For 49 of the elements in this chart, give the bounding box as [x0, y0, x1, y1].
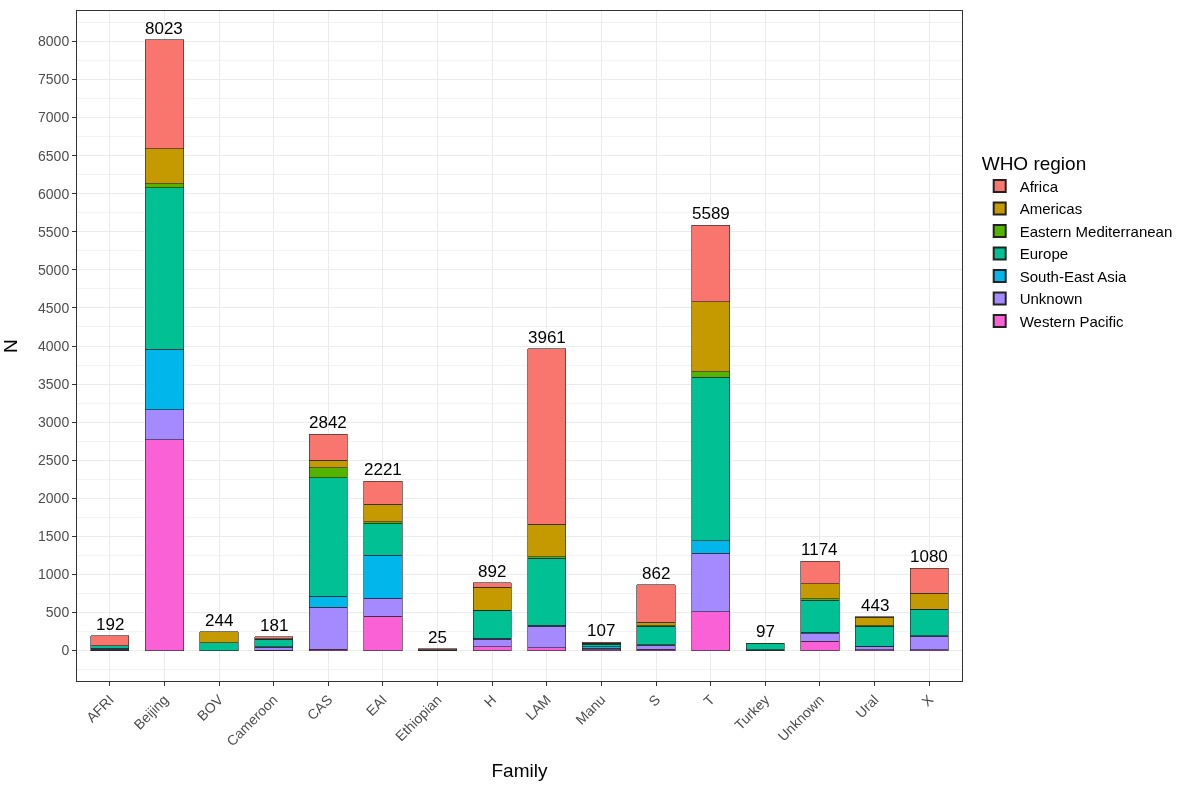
legend-label: Unknown: [1019, 290, 1083, 308]
total-label: 443: [861, 596, 890, 615]
y-tick-label: 500: [45, 604, 70, 621]
y-tick-label: 2500: [38, 452, 70, 469]
total-label: 5589: [692, 204, 730, 223]
total-label: 97: [756, 622, 775, 641]
x-tick-label: Ural: [852, 691, 882, 722]
y-tick-label: 4500: [38, 299, 70, 316]
y-tick-label: 0: [61, 642, 70, 659]
y-tick-label: 3500: [38, 375, 70, 392]
x-tick-label: X: [918, 691, 937, 710]
total-label: 3961: [528, 328, 566, 347]
x-tick-label: EAI: [362, 691, 390, 719]
legend-label: Europe: [1019, 245, 1069, 263]
total-label: 244: [205, 611, 234, 630]
y-tick-label: 8000: [38, 33, 70, 50]
total-label: 107: [587, 621, 616, 640]
legend-label: Western Pacific: [1019, 312, 1125, 330]
total-label: 2221: [364, 460, 402, 479]
total-label: 892: [478, 562, 507, 581]
total-label: 1080: [910, 547, 948, 566]
x-tick-label: T: [700, 691, 719, 709]
y-tick-label: 2000: [38, 490, 70, 507]
y-tick-label: 1000: [38, 566, 70, 583]
legend-label: Eastern Mediterranean: [1019, 222, 1173, 240]
total-label: 862: [642, 564, 671, 583]
total-label: 2842: [309, 413, 347, 432]
legend-title: WHO region: [981, 152, 1087, 174]
y-tick-label: 5500: [38, 223, 70, 240]
y-tick-label: 7000: [38, 109, 70, 126]
x-tick-label: H: [480, 691, 500, 711]
legend-label: South-East Asia: [1019, 267, 1128, 285]
total-label: 181: [260, 616, 289, 635]
y-axis-title: N: [0, 339, 21, 353]
y-tick-label: 6500: [38, 147, 70, 164]
legend-label: Africa: [1019, 177, 1059, 195]
y-tick-label: 3000: [38, 414, 70, 431]
y-tick-label: 4000: [38, 337, 70, 354]
x-axis-title: Family: [491, 759, 548, 781]
x-tick-label: S: [645, 691, 664, 710]
y-tick-label: 7500: [38, 71, 70, 88]
y-tick-label: 5000: [38, 261, 70, 278]
total-label: 25: [428, 628, 447, 647]
total-label: 8023: [145, 19, 183, 38]
y-tick-label: 6000: [38, 185, 70, 202]
total-label: 1174: [801, 540, 838, 559]
legend-label: Americas: [1019, 200, 1083, 218]
total-label: 192: [96, 615, 125, 634]
y-tick-label: 1500: [38, 528, 70, 545]
